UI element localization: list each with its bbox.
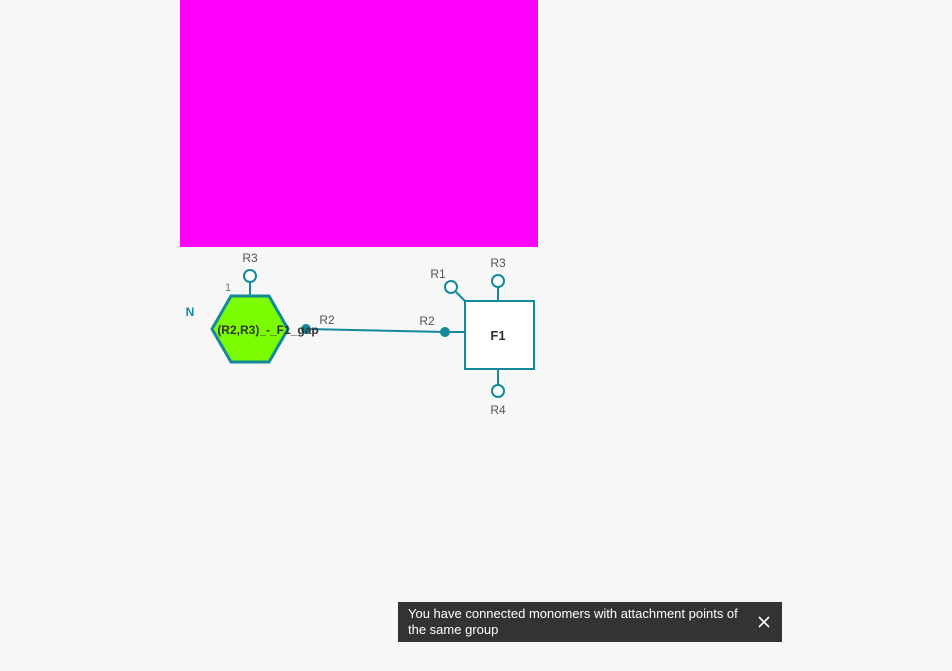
toast-message: You have connected monomers with attachm… <box>408 606 738 637</box>
notification-toast: You have connected monomers with attachm… <box>398 602 782 642</box>
hexagon-shape[interactable] <box>210 294 290 364</box>
sq-r3-attachment-point[interactable] <box>491 274 505 288</box>
selection-highlight <box>180 0 538 247</box>
sq-r2-label: R2 <box>419 314 435 328</box>
hex-monomer-label: (R2,R3)_-_F1_gap <box>217 323 318 337</box>
sq-r4-attachment-point[interactable] <box>491 384 505 398</box>
sq-r2-attachment-point[interactable] <box>440 327 450 337</box>
sq-r1-stem <box>455 291 466 302</box>
sq-r1-attachment-point[interactable] <box>444 280 458 294</box>
n-terminal-label: N <box>186 305 195 319</box>
hex-r3-attachment-point[interactable] <box>243 269 257 283</box>
bond-line[interactable] <box>305 328 446 333</box>
hex-r2-label: R2 <box>319 313 335 327</box>
monomer-square[interactable]: F1 R1 R3 R2 R4 <box>419 256 535 417</box>
hex-index-label: 1 <box>225 282 231 294</box>
sq-r1-label: R1 <box>430 267 446 281</box>
hex-r2-attachment-point[interactable] <box>301 324 311 334</box>
square-monomer-label: F1 <box>490 328 505 343</box>
close-icon[interactable] <box>754 612 774 632</box>
sq-r3-label: R3 <box>490 256 506 270</box>
hex-r3-label: R3 <box>242 251 258 265</box>
sq-r4-label: R4 <box>490 403 506 417</box>
monomer-hexagon[interactable]: R3 1 R2 (R2,R3)_-_F1_gap <box>210 251 335 364</box>
square-shape[interactable] <box>464 300 535 370</box>
